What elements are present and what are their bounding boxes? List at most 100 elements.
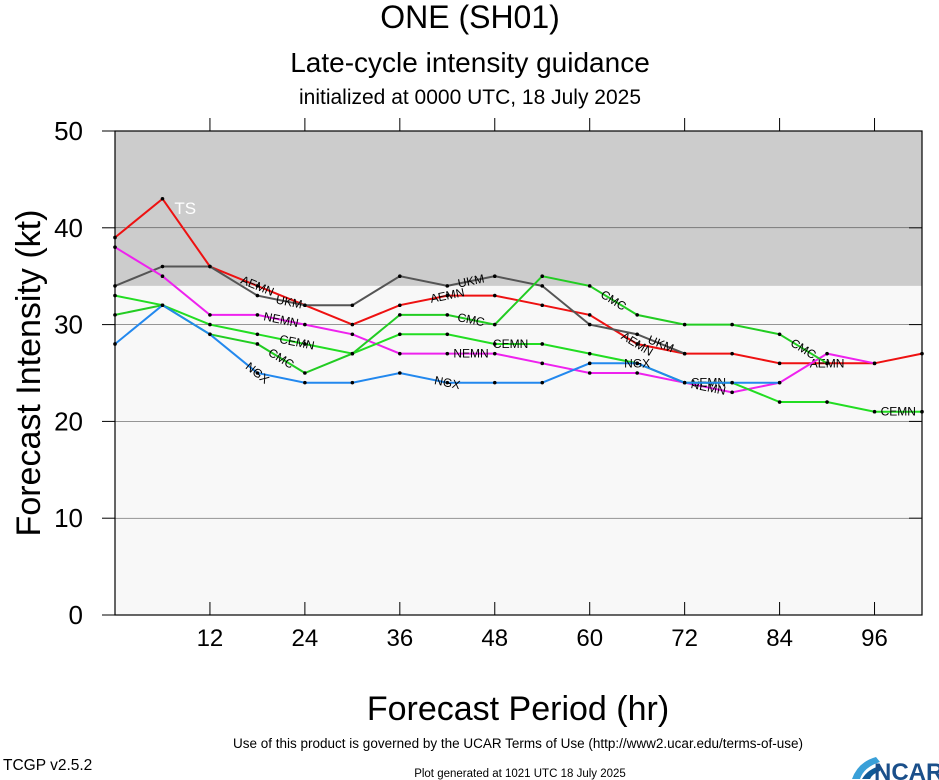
- band-label-ts: TS: [174, 199, 196, 218]
- y-axis-label: Forecast Intensity (kt): [10, 210, 48, 537]
- series-label-cemn: CEMN: [278, 332, 315, 353]
- data-point-cemn: [825, 400, 829, 404]
- series-label-nemn: NEMN: [453, 347, 488, 361]
- data-point-ukm: [398, 274, 402, 279]
- data-point-ukm: [160, 264, 165, 269]
- data-point-aemn: [492, 293, 497, 298]
- data-point-nemn: [303, 322, 307, 327]
- data-point-ngx: [160, 303, 165, 308]
- data-point-nemn: [492, 351, 497, 356]
- data-point-cmc: [540, 274, 545, 279]
- y-tick-label: 30: [54, 310, 83, 340]
- data-point-ngx: [587, 361, 592, 366]
- x-axis-label: Forecast Period (hr): [367, 690, 669, 728]
- data-point-aemn: [777, 361, 782, 366]
- y-tick-label: 20: [54, 406, 83, 436]
- data-point-ukm: [682, 351, 687, 356]
- tick-labels: 12 24 36 48 60 72 84 96 0 10 20 30 40 50: [54, 116, 888, 652]
- plot-frame: [114, 130, 923, 616]
- data-point-ukm: [540, 284, 545, 288]
- series-label-ukm: UKM: [457, 272, 486, 291]
- data-point-nemn: [825, 351, 829, 356]
- data-point-nemn: [398, 351, 402, 356]
- data-point-ngx: [635, 361, 639, 366]
- plot-background: TS: [115, 131, 922, 615]
- data-point-aemn: [635, 342, 639, 346]
- data-point-ngx: [445, 380, 450, 385]
- series-label-ngx: NGX: [433, 373, 461, 392]
- data-point-aemn: [730, 351, 734, 356]
- data-point-nemn: [350, 332, 355, 337]
- data-point-nemn: [635, 371, 639, 375]
- data-point-cemn: [255, 332, 260, 337]
- data-point-cemn: [445, 332, 450, 337]
- axes: [102, 118, 923, 616]
- data-point-nemn: [208, 313, 212, 317]
- data-point-nemn: [255, 313, 260, 317]
- y-tick-label: 50: [54, 116, 83, 146]
- data-point-ukm: [635, 332, 639, 337]
- data-point-ukm: [587, 322, 592, 327]
- data-point-aemn: [398, 303, 402, 308]
- data-point-ukm: [255, 293, 260, 298]
- series-label-cmc: CMC: [456, 310, 486, 329]
- x-tick-label: 24: [292, 625, 319, 652]
- generated-text: Plot generated at 1021 UTC 18 July 2025: [414, 768, 626, 780]
- data-point-ngx: [208, 332, 212, 337]
- data-point-cmc: [255, 342, 260, 346]
- data-point-nemn: [587, 371, 592, 375]
- series-label-ngx: NGX: [624, 356, 650, 370]
- series-label-nemn: NEMN: [262, 309, 299, 330]
- data-point-aemn: [255, 284, 260, 288]
- band-ts: [115, 131, 922, 286]
- data-point-cmc: [398, 313, 402, 317]
- data-point-ukm: [350, 303, 355, 308]
- data-point-aemn: [445, 293, 450, 298]
- data-point-ukm: [303, 303, 307, 308]
- data-point-ngx: [492, 380, 497, 385]
- ncar-logo-mark: [852, 757, 880, 779]
- y-tick-label: 40: [54, 213, 83, 243]
- data-point-cmc: [350, 351, 355, 356]
- data-point-cemn: [777, 400, 782, 404]
- data-point-cmc: [303, 371, 307, 375]
- x-tick-label: 84: [766, 625, 793, 652]
- chart-title: ONE (SH01): [380, 0, 560, 35]
- data-point-ngx: [777, 380, 782, 385]
- x-tick-label: 36: [386, 625, 413, 652]
- data-point-cmc: [587, 284, 592, 288]
- x-tick-label: 48: [481, 625, 508, 652]
- data-point-cmc: [635, 313, 639, 317]
- terms-text: Use of this product is governed by the U…: [233, 736, 803, 751]
- data-point-aemn: [350, 322, 355, 327]
- ncar-logo-mark-inner: [862, 766, 880, 779]
- x-tick-label: 12: [197, 625, 224, 652]
- data-point-cmc: [825, 361, 829, 366]
- series-line-cemn: [114, 294, 922, 413]
- data-point-cemn: [208, 322, 212, 327]
- series-label-cemn: CEMN: [881, 405, 916, 419]
- init-line: initialized at 0000 UTC, 18 July 2025: [299, 86, 641, 109]
- data-point-cemn: [398, 332, 402, 337]
- data-point-ngx: [398, 371, 402, 375]
- data-point-ukm: [492, 274, 497, 279]
- data-point-aemn: [160, 196, 165, 201]
- data-point-ngx: [682, 380, 687, 385]
- ncar-logo-text: NCAR: [874, 759, 939, 780]
- data-point-cmc: [777, 332, 782, 337]
- data-point-ngx: [350, 380, 355, 385]
- data-point-nemn: [730, 390, 734, 395]
- data-point-ngx: [303, 380, 307, 385]
- data-point-nemn: [540, 361, 545, 366]
- x-tick-label: 72: [671, 625, 698, 652]
- grid-lines: [115, 227, 922, 519]
- chart-subtitle: Late-cycle intensity guidance: [290, 47, 650, 78]
- data-point-nemn: [872, 361, 877, 366]
- y-tick-label: 0: [69, 600, 83, 630]
- series-label-ukm: UKM: [275, 292, 304, 311]
- data-point-nemn: [445, 351, 450, 356]
- x-tick-label: 96: [861, 625, 888, 652]
- data-point-aemn: [540, 303, 545, 308]
- data-point-ngx: [730, 380, 734, 385]
